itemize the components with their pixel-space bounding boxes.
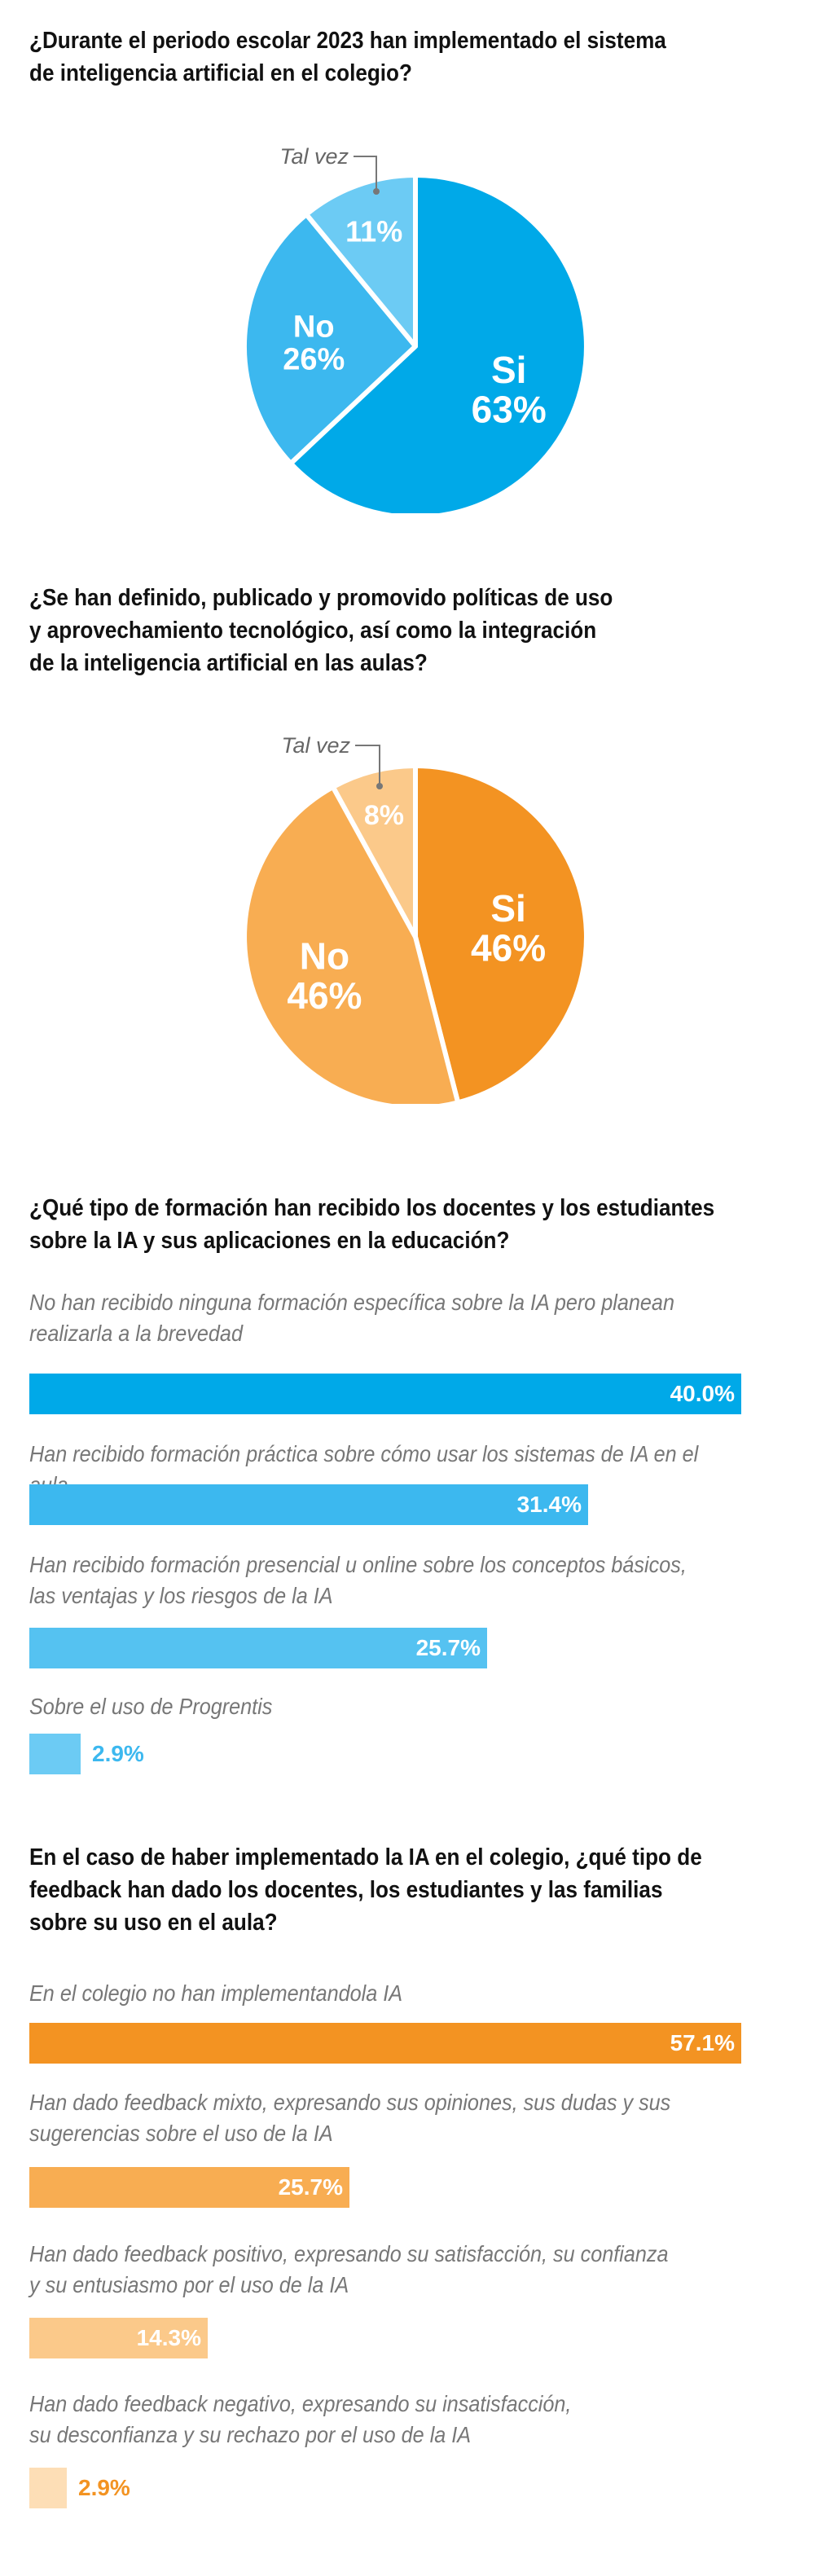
pie-slice-tal-vez <box>304 173 418 349</box>
pie-label-no: No <box>293 310 335 344</box>
chart1-title-line: de inteligencia artificial en el colegio… <box>29 60 412 86</box>
bar: 57.1% <box>29 2023 741 2064</box>
pie-value-tal-vez: 8% <box>364 800 404 831</box>
bar-value-label: 2.9% <box>78 2475 130 2500</box>
bar: 25.7% <box>29 1628 487 1668</box>
bar-label-line: realizarla a la brevedad <box>29 1321 243 1346</box>
chart2-title-line: ¿Se han definido, publicado y promovido … <box>29 585 613 611</box>
chart2-title: ¿Se han definido, publicado y promovido … <box>29 582 718 679</box>
pie-value-si: 63% <box>472 388 547 430</box>
bar: 31.4% <box>29 1484 588 1525</box>
pie-slice-si <box>288 173 589 513</box>
bar-label: Han recibido formación práctica sobre có… <box>29 1439 718 1501</box>
chart2-title-line: de la inteligencia artificial en las aul… <box>29 650 428 676</box>
bar-label: No han recibido ninguna formación especí… <box>29 1287 718 1349</box>
bar-label-line: Sobre el uso de Progrentis <box>29 1694 273 1719</box>
chart1-title: ¿Durante el periodo escolar 2023 han imp… <box>29 24 718 90</box>
pie-label-si: Si <box>491 349 526 391</box>
bar-label-line: Han dado feedback positivo, expresando s… <box>29 2241 669 2266</box>
bar-label-line: Han dado feedback negativo, expresando s… <box>29 2391 572 2416</box>
bar-label-line: sugerencias sobre el uso de la IA <box>29 2121 333 2146</box>
bar <box>29 1734 81 1774</box>
bar-label-line: su desconfianza y su rechazo por el uso … <box>29 2422 472 2447</box>
bar-value-label: 57.1% <box>670 2030 735 2055</box>
callout-dot <box>376 783 383 789</box>
bar-value-label: 25.7% <box>278 2174 343 2200</box>
bar-label-line: No han recibido ninguna formación especí… <box>29 1290 674 1315</box>
pie-label-no: No <box>300 935 349 978</box>
bar-value-label: 2.9% <box>92 1741 144 1766</box>
pie-slice-no <box>242 785 461 1104</box>
pie-value-no: 46% <box>287 974 362 1017</box>
pie-label-tal-vez: Tal vez <box>279 144 349 169</box>
bar: 25.7% <box>29 2167 349 2208</box>
bar-label: Han recibido formación presencial u onli… <box>29 1550 718 1611</box>
bar-label-line: Han recibido formación práctica sobre có… <box>29 1441 699 1497</box>
pie-value-no: 26% <box>283 342 345 376</box>
bar-label: Sobre el uso de Progrentis <box>29 1691 718 1722</box>
pie-value-si: 46% <box>471 926 546 969</box>
pie-slice-no <box>242 212 418 466</box>
chart4-title-line: En el caso de haber implementado la IA e… <box>29 1844 702 1870</box>
callout-line <box>354 156 377 191</box>
chart2-title-line: y aprovechamiento tecnológico, así como … <box>29 618 597 644</box>
bar-value-label: 31.4% <box>516 1492 582 1517</box>
bar-label-line: Han recibido formación presencial u onli… <box>29 1552 687 1577</box>
bar: 14.3% <box>29 2318 208 2358</box>
bar-label: En el colegio no han implementandola IA <box>29 1978 718 2009</box>
bar-label-line: Han dado feedback mixto, expresando sus … <box>29 2090 671 2115</box>
chart3-title-line: ¿Qué tipo de formación han recibido los … <box>29 1195 715 1221</box>
chart3-title-line: sobre la IA y sus aplicaciones en la edu… <box>29 1228 510 1254</box>
bar-label-line: En el colegio no han implementandola IA <box>29 1980 403 2006</box>
bar <box>29 2468 67 2508</box>
bar-value-label: 25.7% <box>415 1635 481 1660</box>
bar-value-label: 40.0% <box>670 1381 735 1406</box>
chart1-title-line: ¿Durante el periodo escolar 2023 han imp… <box>29 28 666 54</box>
pie-label-si: Si <box>490 887 525 930</box>
callout-dot <box>373 188 380 195</box>
bar-label: Han dado feedback mixto, expresando sus … <box>29 2087 718 2149</box>
chart4-title-line: feedback han dado los docentes, los estu… <box>29 1877 663 1903</box>
chart4-title: En el caso de haber implementado la IA e… <box>29 1841 718 1939</box>
bar-label: Han dado feedback negativo, expresando s… <box>29 2389 718 2451</box>
bar-label: Han dado feedback positivo, expresando s… <box>29 2239 718 2301</box>
pie-slice-tal-vez <box>330 763 418 939</box>
bar-label-line: las ventajas y los riesgos de la IA <box>29 1583 333 1608</box>
bar-label-line: y su entusiasmo por el uso de la IA <box>29 2272 349 2297</box>
chart3-title: ¿Qué tipo de formación han recibido los … <box>29 1192 718 1257</box>
pie-slice-si <box>413 763 589 1104</box>
pie-label-tal-vez: Tal vez <box>281 733 350 758</box>
callout-line <box>355 745 380 786</box>
bar: 40.0% <box>29 1374 741 1414</box>
bar-value-label: 14.3% <box>136 2325 201 2350</box>
pie-value-tal-vez: 11% <box>345 214 402 248</box>
chart4-title-line: sobre su uso en el aula? <box>29 1910 278 1936</box>
